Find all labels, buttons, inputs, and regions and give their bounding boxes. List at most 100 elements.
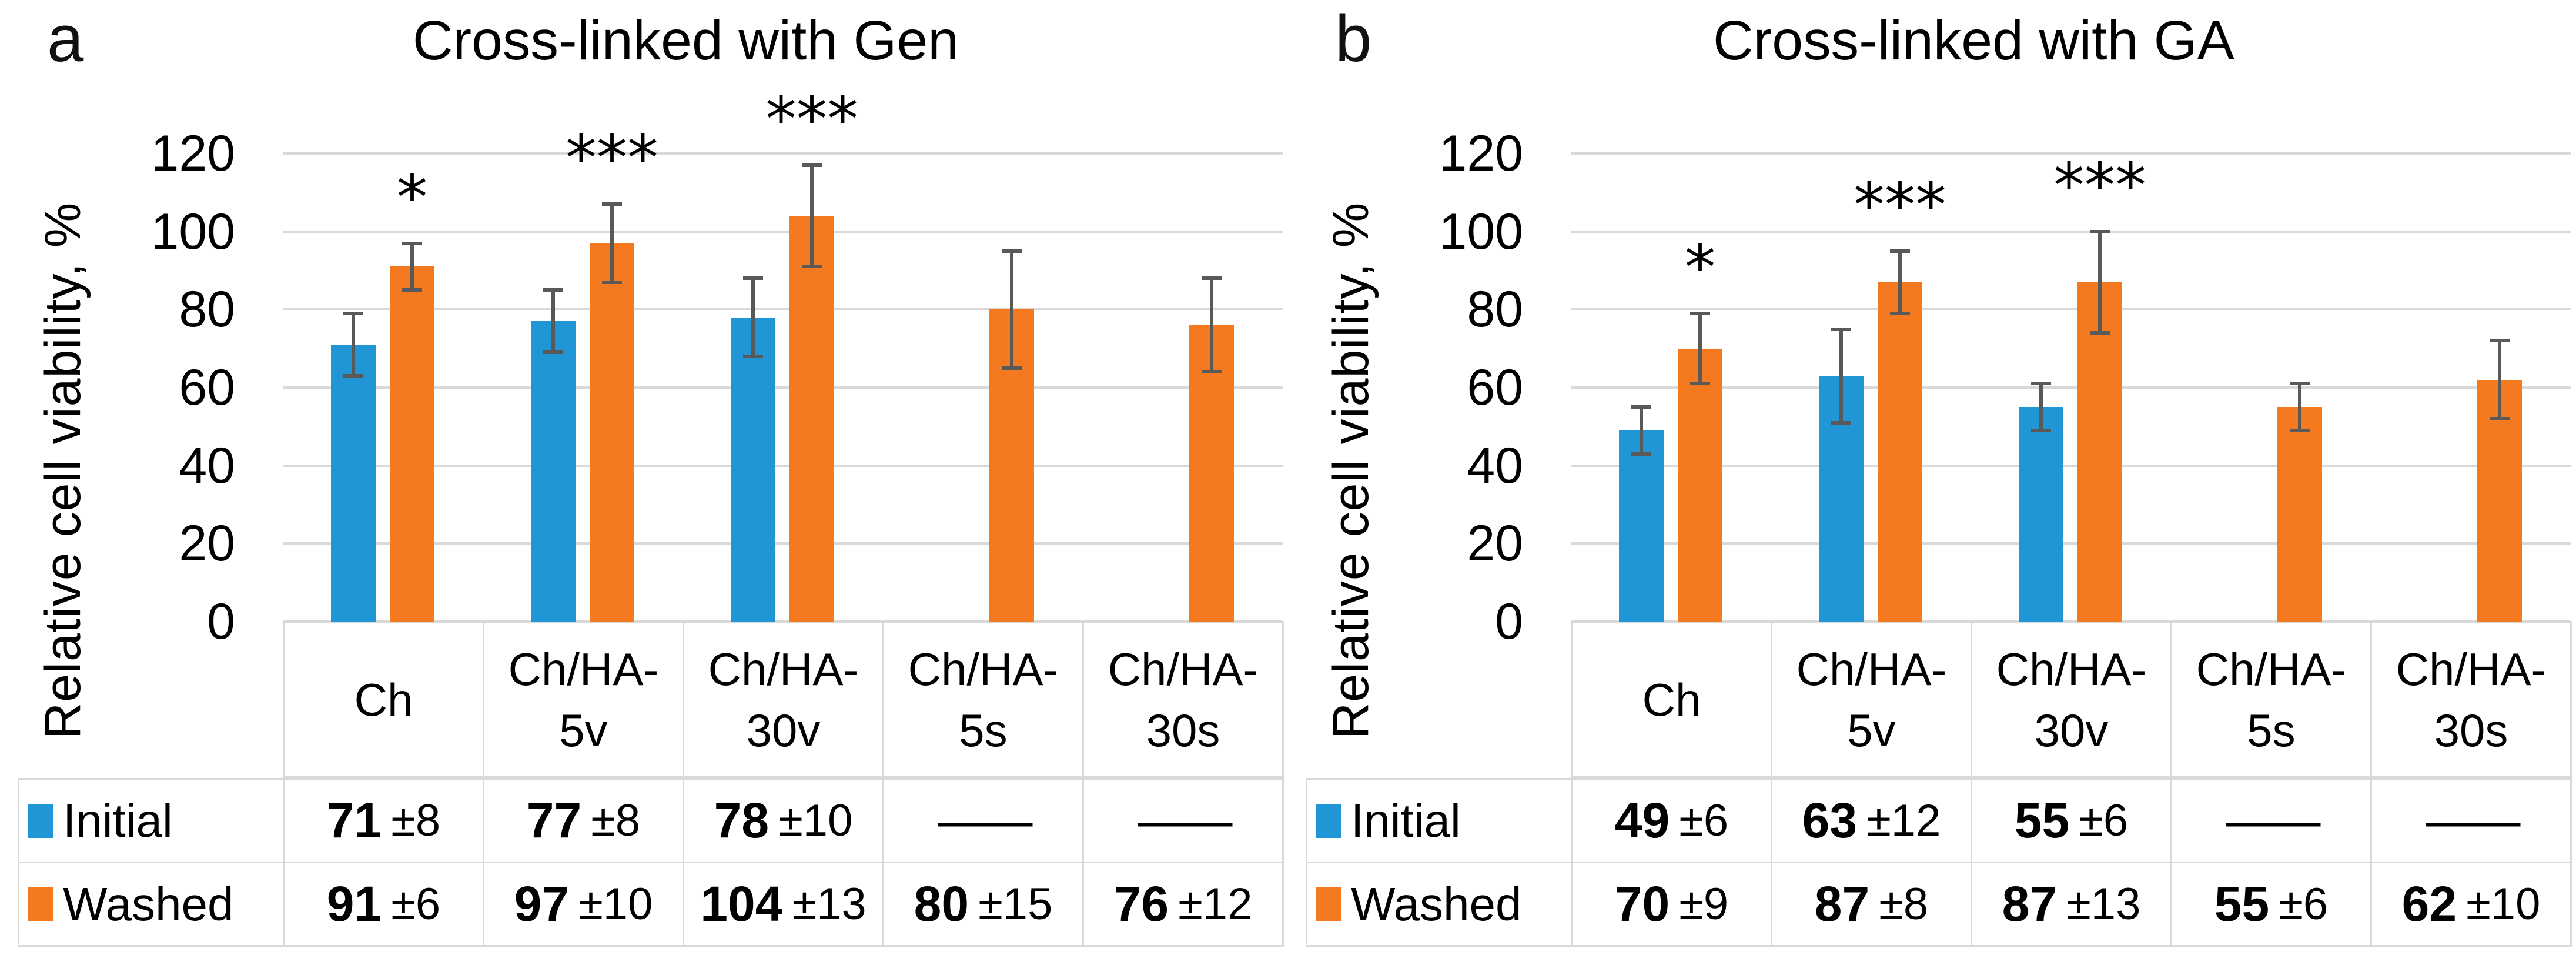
value-cell-washed-Ch/HA-5s-b: 55 ±6 <box>2170 862 2372 947</box>
category-label-line-2: 5s <box>2247 704 2296 756</box>
value-number: —— <box>2226 793 2320 848</box>
error-bar-initial-Ch/HA-30v-a-cap-top <box>743 276 763 281</box>
error-bar-washed-Ch/HA-30v-a-cap-bottom <box>802 265 822 269</box>
error-bar-washed-Ch-b-cap-bottom <box>1690 382 1710 386</box>
value-number: 87 <box>1814 876 1870 931</box>
error-bar-initial-Ch-a-cap-top <box>343 311 363 315</box>
error-bar-washed-Ch/HA-30v-a <box>810 165 814 267</box>
bar-washed-Ch-b <box>1678 348 1722 622</box>
error-bar-initial-Ch/HA-5v-b <box>1839 329 1843 423</box>
y-tick-label-20-b: 20 <box>1467 515 1523 572</box>
category-header-cell-Ch/HA-30s-b: Ch/HA- 30s <box>2370 622 2572 778</box>
value-error: ±10 <box>578 879 653 929</box>
value-error: ±9 <box>1679 879 1729 929</box>
error-bar-washed-Ch-a-cap-top <box>402 241 422 245</box>
value-cell-initial-Ch/HA-30s-b: —— <box>2370 778 2572 863</box>
gridline-100-a <box>283 230 1283 233</box>
error-bar-initial-Ch/HA-5v-b-cap-top <box>1831 327 1851 331</box>
value-number: —— <box>938 793 1032 848</box>
category-label-line-1: Ch/HA- <box>708 643 859 695</box>
bar-washed-Ch-a <box>390 266 434 622</box>
gridline-60-b <box>1571 386 2571 389</box>
error-bar-washed-Ch/HA-30s-b-cap-top <box>2490 339 2510 343</box>
error-bar-washed-Ch/HA-30s-a-cap-top <box>1202 276 1222 281</box>
category-label-line-1: Ch/HA- <box>908 643 1059 695</box>
gridline-80-a <box>283 308 1283 311</box>
category-header-cell-Ch/HA-5s-a: Ch/HA- 5s <box>882 622 1084 778</box>
value-number: 55 <box>2214 876 2270 931</box>
bar-initial-Ch-b <box>1619 430 1664 622</box>
value-number: 78 <box>714 793 770 848</box>
y-tick-label-0-a: 0 <box>207 593 235 650</box>
error-bar-initial-Ch/HA-5v-a-cap-bottom <box>543 350 563 355</box>
value-number: 70 <box>1614 876 1670 931</box>
error-bar-initial-Ch/HA-30v-a-cap-bottom <box>743 354 763 358</box>
y-tick-label-0-b: 0 <box>1495 593 1523 650</box>
value-error: ±6 <box>391 879 441 929</box>
category-label-line-1: Ch/HA- <box>1996 643 2147 695</box>
error-bar-initial-Ch-b-cap-top <box>1631 405 1651 409</box>
category-label-line-1: Ch/HA- <box>1796 643 1947 695</box>
value-number: 77 <box>526 793 582 848</box>
error-bar-washed-Ch/HA-30v-a-cap-top <box>802 163 822 167</box>
value-number: 87 <box>2002 876 2058 931</box>
category-label-line-1: Ch <box>354 674 413 726</box>
error-bar-initial-Ch/HA-30v-b-cap-bottom <box>2031 428 2051 432</box>
value-cell-initial-Ch/HA-30v-a: 78 ±10 <box>683 778 884 863</box>
bar-washed-Ch/HA-5v-b <box>1878 282 1922 622</box>
value-number: 55 <box>2014 793 2070 848</box>
y-tick-label-120-b: 120 <box>1438 125 1524 182</box>
error-bar-washed-Ch/HA-5v-a-cap-bottom <box>602 280 622 284</box>
value-error: ±15 <box>978 879 1053 929</box>
error-bar-washed-Ch/HA-30v-b-cap-top <box>2090 229 2110 233</box>
value-cell-washed-Ch/HA-30s-a: 76 ±12 <box>1082 862 1284 947</box>
value-cell-initial-Ch/HA-5v-a: 77 ±8 <box>483 778 684 863</box>
error-bar-washed-Ch-a-cap-bottom <box>402 288 422 292</box>
y-tick-label-100-b: 100 <box>1438 203 1524 260</box>
error-bar-washed-Ch-b <box>1698 313 1702 384</box>
gridline-40-a <box>283 464 1283 467</box>
panel-a: a Cross-linked with Gen Relative cell vi… <box>18 4 1284 947</box>
value-error: ±10 <box>2466 879 2541 929</box>
significance-marker-Ch/HA-30v-b: *** <box>2053 149 2146 222</box>
value-cell-washed-Ch/HA-5v-a: 97 ±10 <box>483 862 684 947</box>
error-bar-washed-Ch/HA-5v-b-cap-bottom <box>1890 311 1910 315</box>
legend-label-washed: Washed <box>1351 877 1522 930</box>
value-error: ±8 <box>391 796 441 846</box>
category-header-cell-Ch/HA-30v-a: Ch/HA- 30v <box>683 622 884 778</box>
value-cell-washed-Ch/HA-30v-a: 104 ±13 <box>683 862 884 947</box>
value-cell-washed-Ch/HA-30s-b: 62 ±10 <box>2370 862 2572 947</box>
gridline-120-b <box>1571 152 2571 155</box>
value-number: 104 <box>700 876 783 931</box>
plot-area-a: 0 20 40 60 80 100 120 * *** *** <box>151 88 1283 650</box>
category-header-cell-Ch/HA-5v-a: Ch/HA- 5v <box>483 622 684 778</box>
error-bar-initial-Ch/HA-30v-b-cap-top <box>2031 382 2051 386</box>
legend-cell-initial-b: Initial <box>1306 778 1573 863</box>
category-label-line-1: Ch/HA- <box>2196 643 2347 695</box>
legend-label-initial: Initial <box>63 794 173 847</box>
error-bar-washed-Ch/HA-5s-b <box>2298 383 2301 430</box>
value-number: 71 <box>326 793 382 848</box>
bar-initial-Ch/HA-30v-a <box>731 317 775 622</box>
value-cell-initial-Ch/HA-5s-b: —— <box>2170 778 2372 863</box>
error-bar-initial-Ch/HA-5v-a-cap-top <box>543 288 563 292</box>
value-error: ±13 <box>2066 879 2141 929</box>
category-label-line-2: 30s <box>1146 704 1220 756</box>
error-bar-initial-Ch-a-cap-bottom <box>343 374 363 378</box>
value-error: ±8 <box>591 796 641 846</box>
value-number: —— <box>2426 793 2520 848</box>
error-bar-washed-Ch/HA-5v-b-cap-top <box>1890 249 1910 253</box>
error-bar-washed-Ch/HA-30s-a-cap-bottom <box>1202 370 1222 374</box>
gridline-100-b <box>1571 230 2571 233</box>
error-bar-washed-Ch/HA-5s-b-cap-bottom <box>2290 428 2310 432</box>
gridline-80-b <box>1571 308 2571 311</box>
value-number: 97 <box>514 876 570 931</box>
significance-marker-Ch/HA-5v-a: *** <box>566 122 658 195</box>
category-header-cell-Ch/HA-5s-b: Ch/HA- 5s <box>2170 622 2372 778</box>
value-number: 62 <box>2401 876 2457 931</box>
error-bar-washed-Ch/HA-30s-b-cap-bottom <box>2490 417 2510 421</box>
category-label-line-1: Ch/HA- <box>508 643 659 695</box>
value-error: ±12 <box>1866 796 1941 846</box>
category-header-cell-Ch-a: Ch <box>283 622 484 778</box>
bar-initial-Ch/HA-5v-a <box>531 321 576 622</box>
